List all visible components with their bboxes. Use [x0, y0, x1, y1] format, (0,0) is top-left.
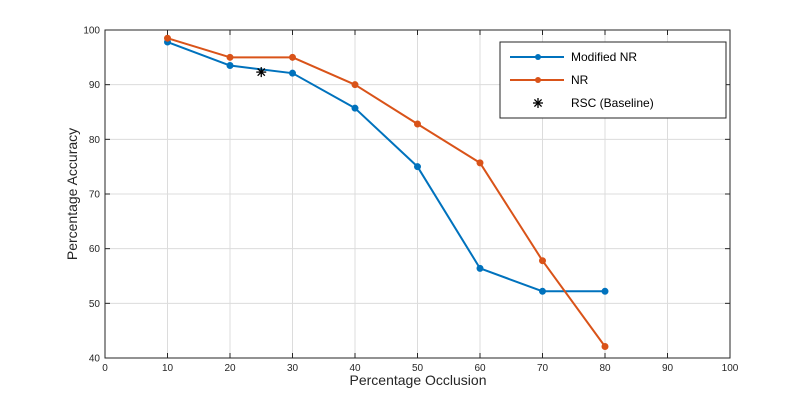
series-modified-nr	[164, 38, 609, 295]
x-tick-label: 100	[722, 363, 739, 374]
x-tick-label: 60	[474, 363, 486, 374]
data-point-nr	[164, 34, 171, 42]
data-point-modified-nr	[226, 62, 234, 70]
x-tick-label: 20	[224, 363, 236, 374]
x-tick-label: 0	[102, 363, 108, 374]
legend-item-nr: NR	[510, 73, 589, 87]
series-line-modified-nr	[167, 41, 605, 293]
y-tick-label: 40	[89, 354, 101, 365]
legend-marker-modified-nr	[535, 54, 541, 60]
data-point-nr	[226, 53, 234, 61]
y-tick-label: 100	[83, 26, 100, 37]
y-tick-label: 60	[89, 244, 101, 255]
x-axis-title: Percentage Occlusion	[350, 372, 487, 388]
data-point-nr	[601, 343, 609, 351]
legend-label-nr: NR	[571, 73, 589, 87]
series-rsc-baseline	[256, 67, 267, 78]
x-tick-label: 70	[537, 363, 549, 374]
data-point-nr	[289, 53, 296, 61]
legend-marker-rsc-baseline	[533, 98, 543, 108]
data-point-rsc-baseline	[256, 67, 267, 78]
series-layer	[164, 34, 609, 351]
legend-item-modified-nr: Modified NR	[510, 50, 637, 64]
y-tick-label: 90	[89, 80, 101, 91]
data-point-modified-nr	[601, 287, 609, 295]
data-point-modified-nr	[351, 104, 359, 112]
x-tick-label: 50	[412, 363, 424, 374]
x-tick-label: 10	[162, 363, 174, 374]
data-point-nr	[539, 257, 546, 265]
series-line-nr	[167, 37, 606, 348]
y-tick-label: 80	[89, 135, 101, 146]
legend-label-modified-nr: Modified NR	[571, 50, 637, 64]
data-point-nr	[414, 120, 421, 128]
data-point-modified-nr	[539, 287, 546, 295]
legend-item-rsc-baseline: RSC (Baseline)	[533, 96, 654, 110]
legend: Modified NR NR RSC (Baseline)	[499, 41, 727, 119]
x-tick-label: 80	[599, 363, 611, 374]
series-nr	[164, 34, 609, 351]
y-tick-label: 70	[89, 190, 101, 201]
y-tick-label: 50	[89, 299, 101, 310]
data-point-modified-nr	[476, 264, 484, 272]
axis-ticks: 0 10 20 30 40 50 60 70 80 90 100 40 50 60 70 80 90 100	[83, 26, 738, 375]
data-point-nr	[351, 81, 359, 89]
legend-marker-nr	[535, 77, 541, 83]
data-point-nr	[476, 159, 484, 167]
legend-label-rsc-baseline: RSC (Baseline)	[571, 96, 654, 110]
y-axis-title: Percentage Accuracy	[64, 128, 80, 260]
x-tick-label: 30	[287, 363, 299, 374]
data-point-modified-nr	[414, 163, 421, 171]
data-point-modified-nr	[289, 69, 296, 77]
x-tick-label: 40	[349, 363, 361, 374]
x-tick-label: 90	[662, 363, 674, 374]
